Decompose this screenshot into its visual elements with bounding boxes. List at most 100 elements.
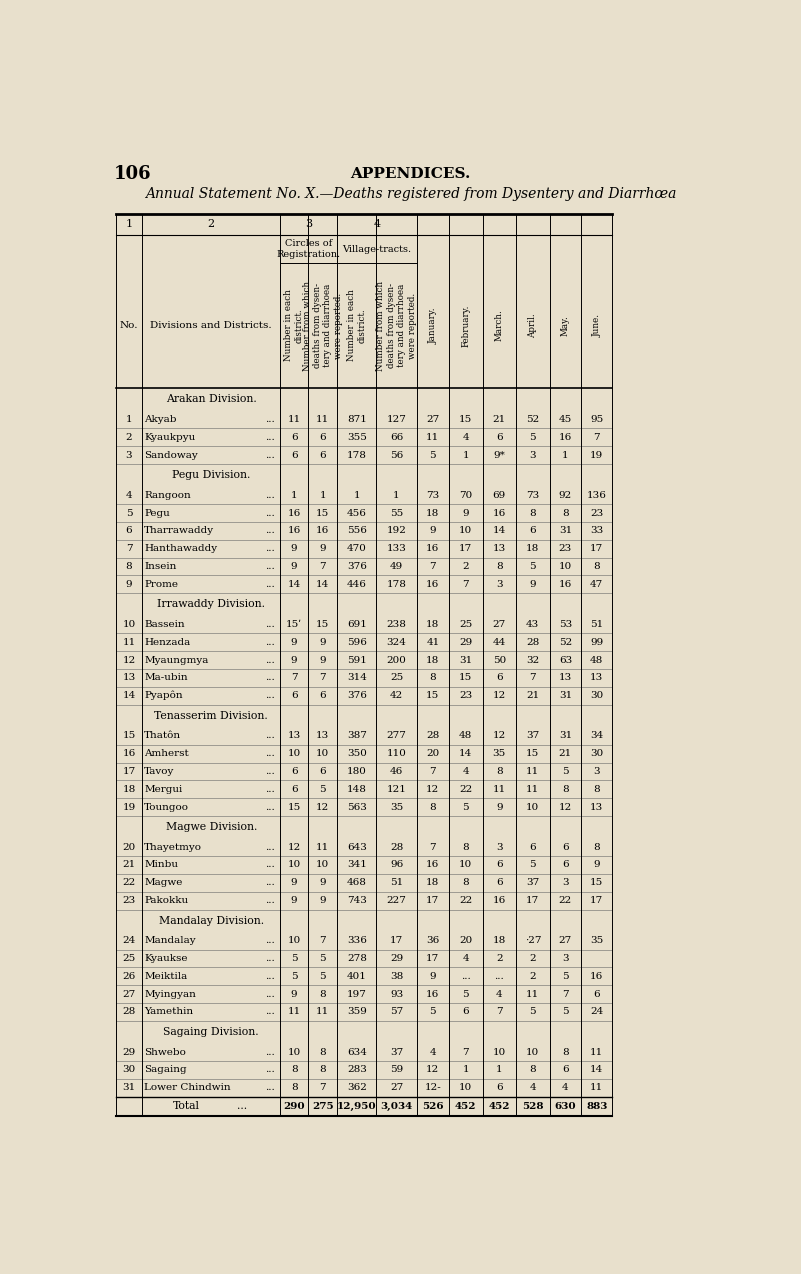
Text: 5: 5 <box>562 767 569 776</box>
Text: 31: 31 <box>559 692 572 701</box>
Text: 69: 69 <box>493 490 506 499</box>
Text: Mandalay Division.: Mandalay Division. <box>159 916 264 926</box>
Text: 55: 55 <box>390 508 403 517</box>
Text: 51: 51 <box>390 878 403 887</box>
Text: 324: 324 <box>387 638 406 647</box>
Text: 27: 27 <box>123 990 135 999</box>
Text: 8: 8 <box>562 508 569 517</box>
Text: April.: April. <box>529 313 537 338</box>
Text: 23: 23 <box>559 544 572 553</box>
Text: 275: 275 <box>312 1102 333 1111</box>
Text: 3: 3 <box>496 580 502 589</box>
Text: 7: 7 <box>429 562 437 571</box>
Text: 634: 634 <box>347 1047 367 1056</box>
Text: 16: 16 <box>559 433 572 442</box>
Text: 5: 5 <box>429 1008 437 1017</box>
Text: 16: 16 <box>426 580 440 589</box>
Text: 5: 5 <box>320 954 326 963</box>
Text: 63: 63 <box>559 656 572 665</box>
Text: 4: 4 <box>462 767 469 776</box>
Text: 4: 4 <box>373 219 380 229</box>
Text: 12: 12 <box>426 785 440 794</box>
Text: 24: 24 <box>123 936 135 945</box>
Text: Number from which
deaths from dysen-
tery and diarrhoea
were reported.: Number from which deaths from dysen- ter… <box>303 280 343 371</box>
Text: 6: 6 <box>291 692 297 701</box>
Text: 387: 387 <box>347 731 367 740</box>
Text: 6: 6 <box>320 433 326 442</box>
Text: 9: 9 <box>429 526 437 535</box>
Text: 35: 35 <box>590 936 603 945</box>
Text: 12-: 12- <box>425 1083 441 1092</box>
Text: 30: 30 <box>590 692 603 701</box>
Text: 57: 57 <box>390 1008 403 1017</box>
Text: 23: 23 <box>123 896 135 905</box>
Text: ...: ... <box>265 451 276 460</box>
Text: Myaungmya: Myaungmya <box>144 656 208 665</box>
Text: 11: 11 <box>316 1008 329 1017</box>
Text: 446: 446 <box>347 580 367 589</box>
Text: 6: 6 <box>529 842 536 851</box>
Text: 9: 9 <box>496 803 502 812</box>
Text: 106: 106 <box>114 166 151 183</box>
Text: 180: 180 <box>347 767 367 776</box>
Text: 6: 6 <box>562 842 569 851</box>
Text: ...: ... <box>265 1008 276 1017</box>
Text: ...: ... <box>265 990 276 999</box>
Text: Thayetmyo: Thayetmyo <box>144 842 202 851</box>
Text: 92: 92 <box>559 490 572 499</box>
Text: June.: June. <box>592 313 602 338</box>
Text: 59: 59 <box>390 1065 403 1074</box>
Text: 48: 48 <box>590 656 603 665</box>
Text: Tavoy: Tavoy <box>144 767 175 776</box>
Text: 591: 591 <box>347 656 367 665</box>
Text: Ma-ubin: Ma-ubin <box>144 674 187 683</box>
Text: 20: 20 <box>459 936 473 945</box>
Text: 227: 227 <box>387 896 406 905</box>
Text: 14: 14 <box>288 580 300 589</box>
Text: 6: 6 <box>496 433 502 442</box>
Text: ...: ... <box>461 972 471 981</box>
Text: ...: ... <box>265 526 276 535</box>
Text: Kyaukpyu: Kyaukpyu <box>144 433 195 442</box>
Text: 36: 36 <box>426 936 440 945</box>
Text: 4: 4 <box>562 1083 569 1092</box>
Text: 7: 7 <box>496 1008 502 1017</box>
Text: 17: 17 <box>590 896 603 905</box>
Text: 9: 9 <box>291 656 297 665</box>
Text: ...: ... <box>265 803 276 812</box>
Text: 362: 362 <box>347 1083 367 1092</box>
Text: 9: 9 <box>291 562 297 571</box>
Text: 15: 15 <box>590 878 603 887</box>
Text: 596: 596 <box>347 638 367 647</box>
Text: 3: 3 <box>529 451 536 460</box>
Text: 5: 5 <box>462 803 469 812</box>
Text: 3: 3 <box>126 451 132 460</box>
Text: 15: 15 <box>123 731 135 740</box>
Text: 11: 11 <box>123 638 135 647</box>
Text: 9: 9 <box>462 508 469 517</box>
Text: Circles of
Registration.: Circles of Registration. <box>276 240 340 259</box>
Text: 22: 22 <box>459 896 473 905</box>
Text: 15: 15 <box>459 674 473 683</box>
Text: 70: 70 <box>459 490 473 499</box>
Text: ...: ... <box>265 580 276 589</box>
Text: 526: 526 <box>422 1102 444 1111</box>
Text: 7: 7 <box>562 990 569 999</box>
Text: ...: ... <box>265 620 276 629</box>
Text: 4: 4 <box>462 433 469 442</box>
Text: 12: 12 <box>316 803 329 812</box>
Text: Akyab: Akyab <box>144 415 177 424</box>
Text: 8: 8 <box>594 785 600 794</box>
Text: 28: 28 <box>390 842 403 851</box>
Text: 14: 14 <box>459 749 473 758</box>
Text: 10: 10 <box>316 860 329 869</box>
Text: 4: 4 <box>126 490 132 499</box>
Text: 5: 5 <box>291 972 297 981</box>
Text: 5: 5 <box>291 954 297 963</box>
Text: 3: 3 <box>496 842 502 851</box>
Text: 2: 2 <box>529 972 536 981</box>
Text: 32: 32 <box>526 656 539 665</box>
Text: 17: 17 <box>123 767 135 776</box>
Text: 1: 1 <box>291 490 297 499</box>
Text: 16: 16 <box>590 972 603 981</box>
